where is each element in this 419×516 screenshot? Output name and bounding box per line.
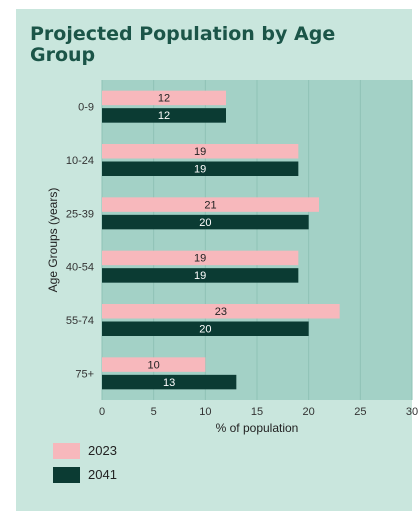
legend-swatch-2023 [53,443,80,459]
bar-2041 [102,161,299,176]
y-tick-label: 25-39 [66,208,94,220]
data-label-2023: 23 [215,306,227,318]
legend-label-2023: 2023 [88,443,117,458]
data-label-2041: 19 [194,164,206,176]
bar-2023 [102,197,319,212]
bar-2023 [102,90,226,106]
data-label-2023: 21 [204,199,216,211]
bar-2041 [102,374,237,390]
bar-2023 [102,304,340,319]
y-axis-label: Age Groups (years) [46,188,60,293]
y-tick-label: 10-24 [66,155,94,167]
data-label-2023: 10 [148,359,160,371]
y-tick-label: 0-9 [78,102,94,114]
data-label-2023: 12 [158,93,170,105]
x-tick-label: 10 [199,406,211,418]
data-label-2041: 13 [163,377,175,389]
bar-2023 [102,250,299,266]
x-tick-label: 20 [303,406,315,418]
y-tick-label: 55-74 [66,315,94,327]
data-label-2023: 19 [194,146,206,158]
bar-2023 [102,357,206,372]
data-label-2023: 19 [194,253,206,265]
x-tick-label: 5 [151,406,157,418]
bar-2041 [102,108,226,123]
data-label-2041: 20 [199,324,211,336]
legend-swatch-2041 [53,467,80,483]
x-tick-label: 25 [354,406,366,418]
x-axis-label: % of population [216,421,299,435]
x-tick-label: 0 [99,406,105,418]
data-label-2041: 12 [158,110,170,122]
bar-2023 [102,144,299,159]
bar-2041 [102,214,309,230]
x-tick-label: 15 [251,406,263,418]
x-tick-label: 30 [406,406,418,418]
legend-label-2041: 2041 [88,467,117,482]
data-label-2041: 19 [194,270,206,282]
bar-2041 [102,321,309,336]
chart-title: Projected Population by Age Group [30,23,336,66]
bar-2041 [102,268,299,283]
data-label-2041: 20 [199,217,211,229]
y-tick-label: 40-54 [66,262,94,274]
y-tick-label: 75+ [75,368,94,380]
